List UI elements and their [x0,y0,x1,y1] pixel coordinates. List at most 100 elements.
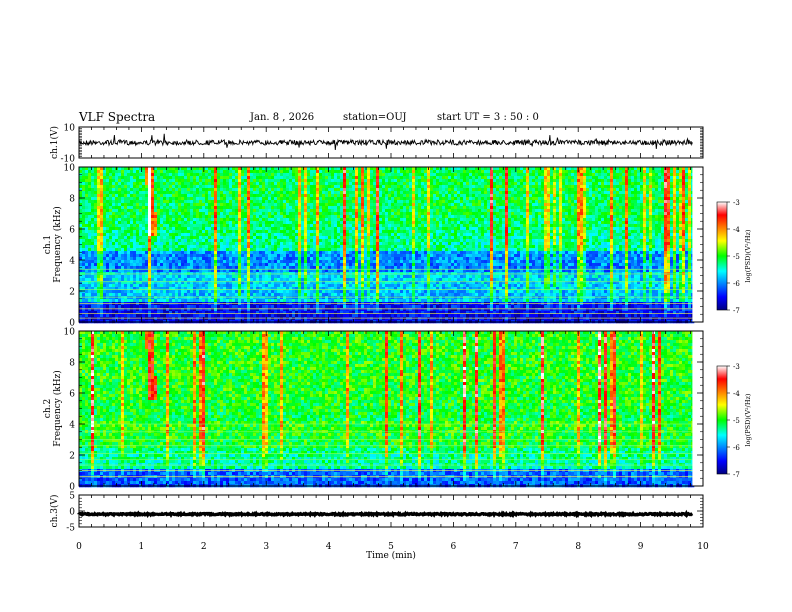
spectrogram-cell [367,173,371,177]
spectrogram-cell [262,170,266,174]
spectrogram-cell [148,230,152,234]
spectrogram-cell [457,170,461,174]
spectrogram-cell [538,209,542,213]
spectrogram-cell [154,194,158,198]
spectrogram-cell [424,179,428,183]
spectrogram-cell [253,233,257,237]
spectrogram-cell [481,233,485,237]
spectrogram-cell [466,200,470,204]
spectrogram-cell [529,233,533,237]
spectrogram-cell [382,236,386,240]
spectrogram-cell [460,170,464,174]
spectrogram-cell [688,179,692,183]
spectrogram-cell [166,224,170,228]
spectrogram-cell [136,176,140,180]
spectrogram-cell [199,191,203,195]
spectrogram-cell [268,167,272,171]
spectrogram-cell [637,212,641,216]
spectrogram-cell [376,209,380,213]
spectrogram-cell [655,230,659,234]
spectrogram-cell [139,227,143,231]
spectrogram-cell [103,209,107,213]
spectrogram-cell [631,167,635,171]
spectrogram-cell [301,221,305,225]
spectrogram-cell [676,179,680,183]
spectrogram-cell [511,218,515,222]
spectrogram-cell [112,233,116,237]
spectrogram-cell [193,176,197,180]
spectrogram-cell [418,212,422,216]
spectrogram-cell [670,215,674,219]
spectrogram-cell [451,185,455,189]
spectrogram-cell [583,200,587,204]
spectrogram-cell [175,191,179,195]
spectrogram-cell [196,221,200,225]
spectrogram-cell [331,212,335,216]
spectrogram-cell [178,191,182,195]
spectrogram-cell [337,185,341,189]
spectrogram-cell [151,188,155,192]
spectrogram-cell [448,224,452,228]
spectrogram-cell [190,194,194,198]
spectrogram-cell [649,194,653,198]
spectrogram-cell [595,221,599,225]
spectrogram-cell [181,179,185,183]
spectrogram-cell [493,224,497,228]
spectrogram-cell [664,233,668,237]
spectrogram-cell [343,212,347,216]
spectrogram-cell [157,173,161,177]
spectrogram-cell [235,221,239,225]
spectrogram-cell [178,230,182,234]
spectrogram-cell [562,167,566,171]
spectrogram-cell [94,221,98,225]
spectrogram-cell [619,194,623,198]
spectrogram-cell [688,188,692,192]
spectrogram-cell [607,203,611,207]
spectrogram-cell [613,224,617,228]
spectrogram-cell [436,185,440,189]
spectrogram-cell [583,197,587,201]
spectrogram-cell [118,182,122,186]
spectrogram-cell [562,194,566,198]
spectrogram-cell [661,215,665,219]
spectrogram-cell [130,221,134,225]
spectrogram-cell [466,230,470,234]
spectrogram-cell [397,215,401,219]
spectrogram-cell [373,224,377,228]
spectrogram-cell [676,224,680,228]
spectrogram-cell [226,173,230,177]
spectrogram-cell [100,185,104,189]
spectrogram-cell [382,221,386,225]
spectrogram-cell [421,206,425,210]
spectrogram-cell [244,233,248,237]
spectrogram-cell [148,236,152,240]
spectrogram-cell [688,197,692,201]
spectrogram-cell [433,224,437,228]
spectrogram-cell [388,215,392,219]
spectrogram-cell [562,212,566,216]
spectrogram-cell [361,218,365,222]
spectrogram-cell [574,167,578,171]
spectrogram-cell [481,212,485,216]
spectrogram-cell [307,179,311,183]
spectrogram-cell [490,212,494,216]
spectrogram-cell [400,173,404,177]
spectrogram-cell [307,200,311,204]
spectrogram-cell [295,194,299,198]
spectrogram-cell [382,233,386,237]
spectrogram-cell [127,236,131,240]
spectrogram-cell [361,194,365,198]
spectrogram-cell [133,179,137,183]
spectrogram-cell [301,182,305,186]
spectrogram-cell [79,203,83,207]
spectrogram-cell [172,176,176,180]
spectrogram-cell [235,197,239,201]
spectrogram-cell [490,203,494,207]
spectrogram-cell [487,233,491,237]
spectrogram-cell [325,221,329,225]
spectrogram-cell [298,182,302,186]
spectrogram-cell [349,170,353,174]
spectrogram-cell [181,191,185,195]
spectrogram-cell [595,176,599,180]
spectrogram-cell [442,182,446,186]
